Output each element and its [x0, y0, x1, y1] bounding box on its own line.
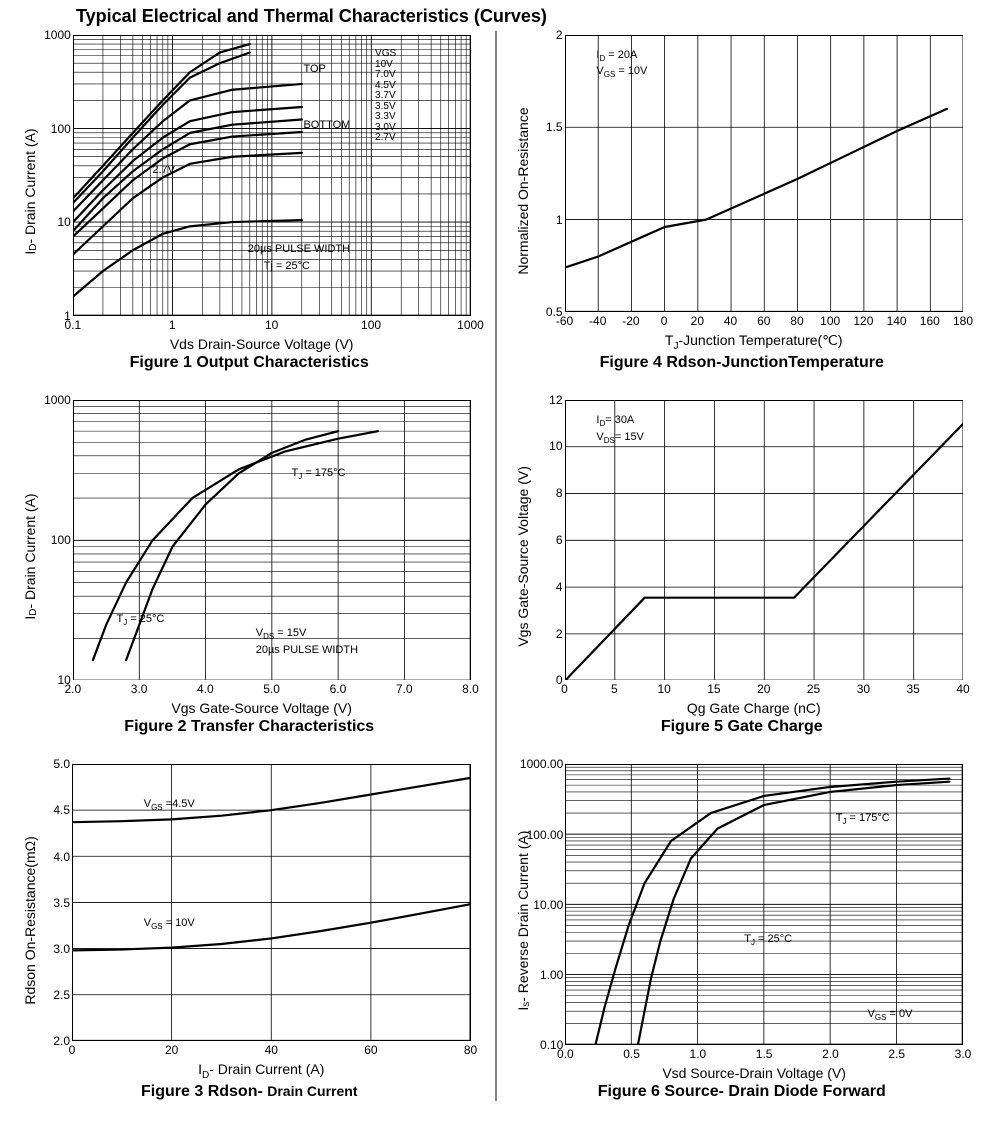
fig1-caption: Figure 1 Output Characteristics	[18, 354, 481, 372]
figure-5-panel: Vgs Gate-Source Voltage (V) 024681012 05…	[511, 396, 974, 737]
fig4-caption: Figure 4 Rdson-JunctionTemperature	[511, 354, 974, 372]
fig6-xlabel: Vsd Source-Drain Voltage (V)	[535, 1065, 973, 1081]
fig6-plot: 0.101.0010.00100.001000.00 0.00.51.01.52…	[565, 764, 963, 1045]
figure-4-panel: Normalized On-Resistance 0.511.52 -60-40…	[511, 31, 974, 372]
fig4-xlabel: TJ-Junction Temperature(℃)	[535, 332, 974, 352]
page-title: Typical Electrical and Thermal Character…	[76, 6, 973, 27]
fig2-caption: Figure 2 Transfer Characteristics	[18, 718, 481, 736]
fig5-plot: 024681012 0510152025303540 ID= 30A VDS= …	[565, 400, 964, 681]
fig1-plot: 1101001000 0.11101001000 TOP BOTTOM VGS1…	[73, 35, 471, 316]
figure-1-panel: ID- Drain Current (A) 1101001000 0.11101…	[18, 31, 481, 372]
fig3-xlabel: ID- Drain Current (A)	[42, 1061, 481, 1081]
fig1-xlabel: Vds Drain-Source Voltage (V)	[43, 336, 481, 352]
fig5-xlabel: Qg Gate Charge (nC)	[535, 700, 974, 716]
figure-3-panel: Rdson On-Resistance(mΩ) 2.02.53.03.54.04…	[18, 760, 481, 1101]
figure-2-panel: ID- Drain Current (A) 101001000 2.03.04.…	[18, 396, 481, 737]
fig2-xlabel: Vgs Gate-Source Voltage (V)	[43, 700, 481, 716]
fig3-plot: 2.02.53.03.54.04.55.0 020406080 VGS =4.5…	[72, 764, 471, 1041]
center-divider	[495, 31, 496, 1101]
fig5-caption: Figure 5 Gate Charge	[511, 718, 974, 736]
figure-6-panel: Is- Reverse Drain Current (A) 0.101.0010…	[511, 760, 974, 1101]
fig2-plot: 101001000 2.03.04.05.06.07.08.0 TJ = 175…	[73, 400, 471, 681]
fig3-caption: Figure 3 Rdson- Drain Current	[18, 1083, 481, 1101]
fig6-caption: Figure 6 Source- Drain Diode Forward	[511, 1083, 974, 1101]
fig4-plot: 0.511.52 -60-40-200204060801001201401601…	[565, 35, 964, 312]
